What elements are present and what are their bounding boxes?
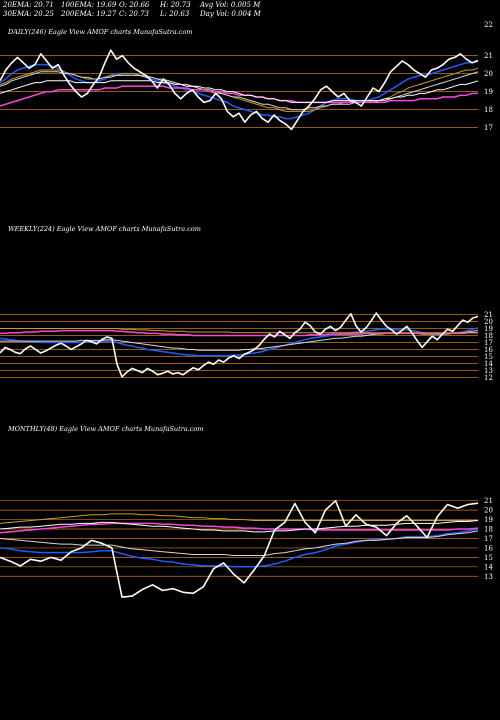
y-tick-label: 13 (484, 367, 493, 375)
y-tick-label: 20 (484, 318, 493, 326)
y-tick-label: 19 (484, 516, 493, 524)
weekly-chart-panel: 21 20 19 18 17 16 15 14 13 12 WEEKLY(224) Eagle Vi… (0, 220, 500, 420)
ema-line (0, 71, 479, 111)
stat-ema200: 200EMA: 19.27 (61, 10, 117, 18)
y-tick-label: 20 (484, 507, 493, 515)
y-tick-label: 18 (484, 526, 493, 534)
y-tick-label: 12 (484, 374, 493, 382)
ema-line (0, 327, 479, 357)
y-tick-label: 14 (484, 563, 493, 571)
monthly-chart-panel: 21 20 19 18 17 16 15 14 13 MONTHLY(48) Eagle View… (0, 420, 500, 620)
stat-open: O: 20.66 (119, 1, 150, 9)
y-tick-label: 21 (484, 497, 493, 505)
y-tick-label: 13 (484, 573, 493, 581)
ema-line (0, 530, 479, 556)
stat-avgvol: Avg Vol: 0.005 M (200, 1, 261, 9)
y-tick-label: 16 (484, 544, 493, 552)
y-tick-label: 21 (484, 52, 493, 60)
y-tick-label: 17 (484, 339, 493, 347)
price-line (0, 49, 479, 131)
chart-title: DAILY(246) Eagle View AMOF charts Munafa… (7, 28, 192, 36)
stat-dayvol: Day Vol: 0.004 M (200, 10, 261, 18)
y-tick-label: 17 (484, 535, 493, 543)
price-line (0, 312, 479, 378)
ema-line (0, 80, 479, 103)
y-tick-label: 19 (484, 325, 493, 333)
stat-ema30: 30EMA: 20.25 (3, 10, 54, 18)
y-tick-label: 18 (484, 332, 493, 340)
ema-line (0, 60, 479, 120)
ema-line (0, 85, 478, 107)
top-label: 22 (484, 21, 493, 29)
daily-chart: 21 20 19 18 17 22 DAILY(246) Eagle View AMOF c… (0, 21, 493, 132)
stats-header: 20EMA: 20.71 100EMA: 19.69 O: 20.66 H: 2… (0, 0, 500, 20)
y-tick-label: 16 (484, 346, 493, 354)
y-tick-label: 15 (484, 554, 493, 562)
ema-line (0, 522, 479, 534)
price-line (0, 499, 479, 598)
stat-ema20: 20EMA: 20.71 (3, 1, 54, 9)
chart-title: WEEKLY(224) Eagle View AMOF charts Munaf… (8, 225, 201, 233)
stat-ema100: 100EMA: 19.69 (61, 1, 117, 9)
chart-title: MONTHLY(48) Eagle View AMOF charts Munaf… (7, 425, 203, 433)
y-tick-label: 14 (484, 360, 493, 368)
ema-line (0, 513, 478, 524)
stat-low: L: 20.63 (160, 10, 190, 18)
y-tick-label: 18 (484, 106, 493, 114)
y-tick-label: 20 (484, 70, 493, 78)
y-tick-label: 17 (484, 124, 493, 132)
daily-chart-panel: 21 20 19 18 17 22 DAILY(246) Eagle View AMOF c… (0, 20, 500, 220)
y-tick-label: 21 (484, 311, 493, 319)
stat-high: H: 20.73 (160, 1, 191, 9)
ema-line (0, 520, 479, 533)
stat-close: C: 20.73 (119, 10, 149, 18)
y-tick-label: 19 (484, 88, 493, 96)
y-tick-label: 15 (484, 353, 493, 361)
